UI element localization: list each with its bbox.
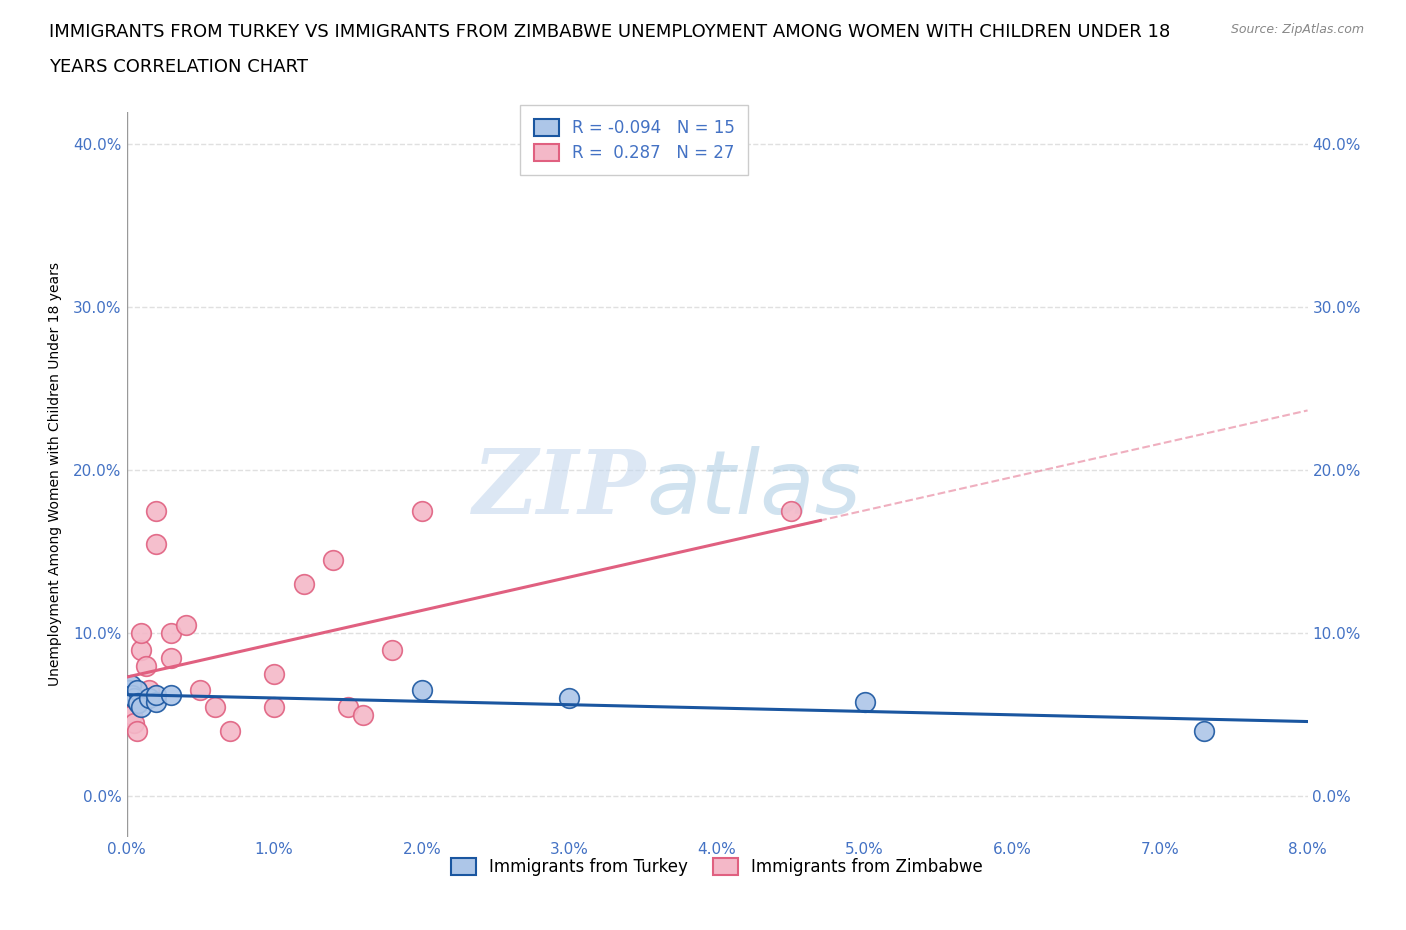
Point xyxy=(125,724,148,738)
Point xyxy=(292,577,315,591)
Point xyxy=(263,699,285,714)
Point xyxy=(129,699,153,714)
Point xyxy=(129,642,153,657)
Point xyxy=(138,683,160,698)
Point xyxy=(322,552,344,567)
Point xyxy=(174,618,197,632)
Point xyxy=(120,678,142,693)
Point xyxy=(352,708,374,723)
Point xyxy=(411,503,433,518)
Point xyxy=(204,699,226,714)
Point xyxy=(129,626,153,641)
Legend: Immigrants from Turkey, Immigrants from Zimbabwe: Immigrants from Turkey, Immigrants from … xyxy=(444,852,990,883)
Point xyxy=(188,683,212,698)
Y-axis label: Unemployment Among Women with Children Under 18 years: Unemployment Among Women with Children U… xyxy=(48,262,62,686)
Point xyxy=(160,626,183,641)
Point xyxy=(337,699,360,714)
Point xyxy=(122,691,145,706)
Point xyxy=(121,688,143,703)
Point xyxy=(145,695,167,710)
Point xyxy=(219,724,242,738)
Text: atlas: atlas xyxy=(647,445,860,532)
Point xyxy=(263,667,285,682)
Point xyxy=(381,642,404,657)
Point xyxy=(118,691,141,706)
Point xyxy=(160,650,183,665)
Point xyxy=(779,503,801,518)
Text: YEARS CORRELATION CHART: YEARS CORRELATION CHART xyxy=(49,58,308,75)
Point xyxy=(160,688,183,703)
Point xyxy=(117,683,139,698)
Point xyxy=(411,683,433,698)
Point xyxy=(145,503,167,518)
Point xyxy=(121,708,143,723)
Text: IMMIGRANTS FROM TURKEY VS IMMIGRANTS FROM ZIMBABWE UNEMPLOYMENT AMONG WOMEN WITH: IMMIGRANTS FROM TURKEY VS IMMIGRANTS FRO… xyxy=(49,23,1170,41)
Text: Source: ZipAtlas.com: Source: ZipAtlas.com xyxy=(1230,23,1364,36)
Point xyxy=(145,688,167,703)
Point xyxy=(853,695,876,710)
Point xyxy=(122,715,145,730)
Point xyxy=(145,536,167,551)
Point xyxy=(120,699,142,714)
Point xyxy=(118,683,141,698)
Point xyxy=(1192,724,1215,738)
Point xyxy=(127,696,149,711)
Text: ZIP: ZIP xyxy=(472,445,647,532)
Point xyxy=(558,691,581,706)
Point xyxy=(125,683,148,698)
Point xyxy=(135,658,157,673)
Point xyxy=(138,691,160,706)
